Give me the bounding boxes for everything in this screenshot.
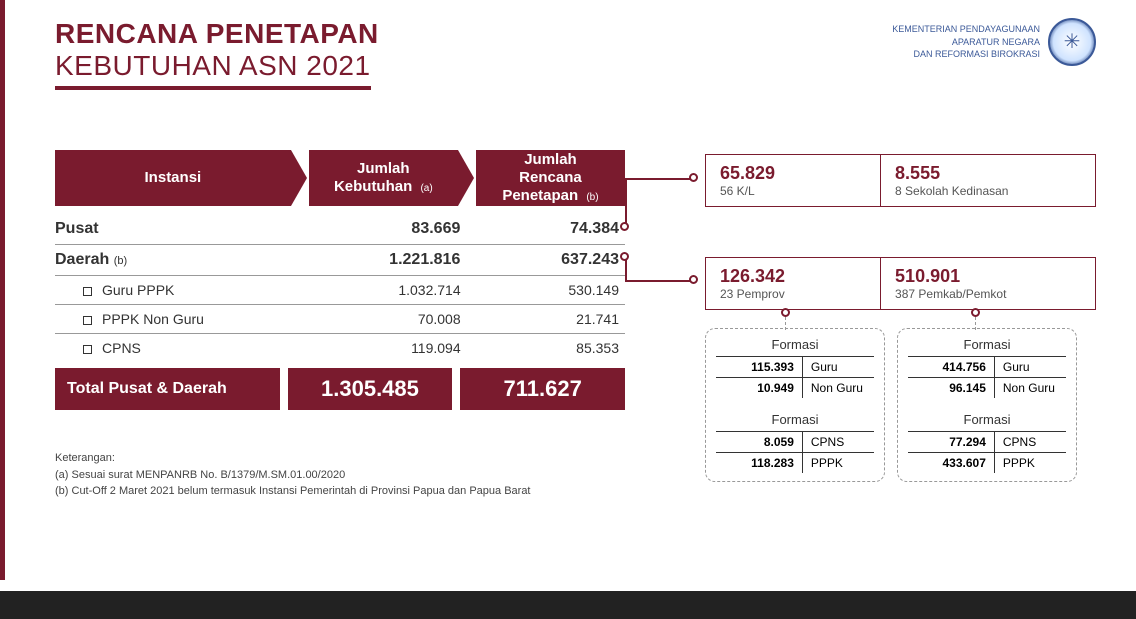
total-label: Total Pusat & Daerah: [55, 368, 280, 410]
th-instansi: Instansi: [55, 150, 291, 206]
row-pppk-nonguru: PPPK Non Guru 70.008 21.741: [55, 305, 625, 334]
connector-dot-icon: [689, 173, 698, 182]
formasi-pemprov-box: Formasi 115.393Guru 10.949Non Guru Forma…: [705, 328, 885, 482]
row-pusat: Pusat 83.669 74.384: [55, 214, 625, 245]
breakdown-panel: 65.829 56 K/L 8.555 8 Sekolah Kedinasan …: [655, 150, 1096, 500]
title-line2: KEBUTUHAN ASN 2021: [55, 50, 371, 90]
slide-header: RENCANA PENETAPAN KEBUTUHAN ASN 2021 KEM…: [55, 18, 1096, 90]
ministry-logo-icon: ✳: [1048, 18, 1096, 66]
row-total: Total Pusat & Daerah 1.305.485 711.627: [55, 368, 625, 410]
bottom-bar: [0, 591, 1136, 619]
ministry-line2: APARATUR NEGARA: [892, 36, 1040, 49]
daerah-breakdown-box: 126.342 23 Pemprov 510.901 387 Pemkab/Pe…: [705, 257, 1096, 310]
ministry-line3: DAN REFORMASI BIROKRASI: [892, 48, 1040, 61]
connector-dot-icon: [971, 308, 980, 317]
connector-line: [625, 178, 627, 226]
connector-dot-icon: [781, 308, 790, 317]
ministry-block: KEMENTERIAN PENDAYAGUNAAN APARATUR NEGAR…: [892, 18, 1096, 66]
footnotes: Keterangan: (a) Sesuai surat MENPANRB No…: [55, 450, 625, 500]
connector-dot-icon: [620, 252, 629, 261]
main-table: Instansi JumlahKebutuhan (a) JumlahRenca…: [55, 150, 625, 500]
total-penetapan: 711.627: [460, 368, 625, 410]
row-daerah: Daerah (b) 1.221.816 637.243: [55, 245, 625, 276]
th-kebutuhan: JumlahKebutuhan (a): [309, 150, 458, 206]
formasi-pemkab-box: Formasi 414.756Guru 96.145Non Guru Forma…: [897, 328, 1077, 482]
title-block: RENCANA PENETAPAN KEBUTUHAN ASN 2021: [55, 18, 379, 90]
connector-dot-icon: [620, 222, 629, 231]
pusat-breakdown-box: 65.829 56 K/L 8.555 8 Sekolah Kedinasan: [705, 154, 1096, 207]
row-cpns: CPNS 119.094 85.353: [55, 334, 625, 362]
th-penetapan: JumlahRencanaPenetapan (b): [476, 150, 625, 206]
connector-dot-icon: [689, 275, 698, 284]
ministry-line1: KEMENTERIAN PENDAYAGUNAAN: [892, 23, 1040, 36]
connector-line: [625, 178, 693, 180]
connector-line: [625, 258, 627, 282]
title-line1: RENCANA PENETAPAN: [55, 18, 379, 50]
row-guru-pppk: Guru PPPK 1.032.714 530.149: [55, 276, 625, 305]
total-kebutuhan: 1.305.485: [288, 368, 453, 410]
connector-line: [625, 280, 693, 282]
